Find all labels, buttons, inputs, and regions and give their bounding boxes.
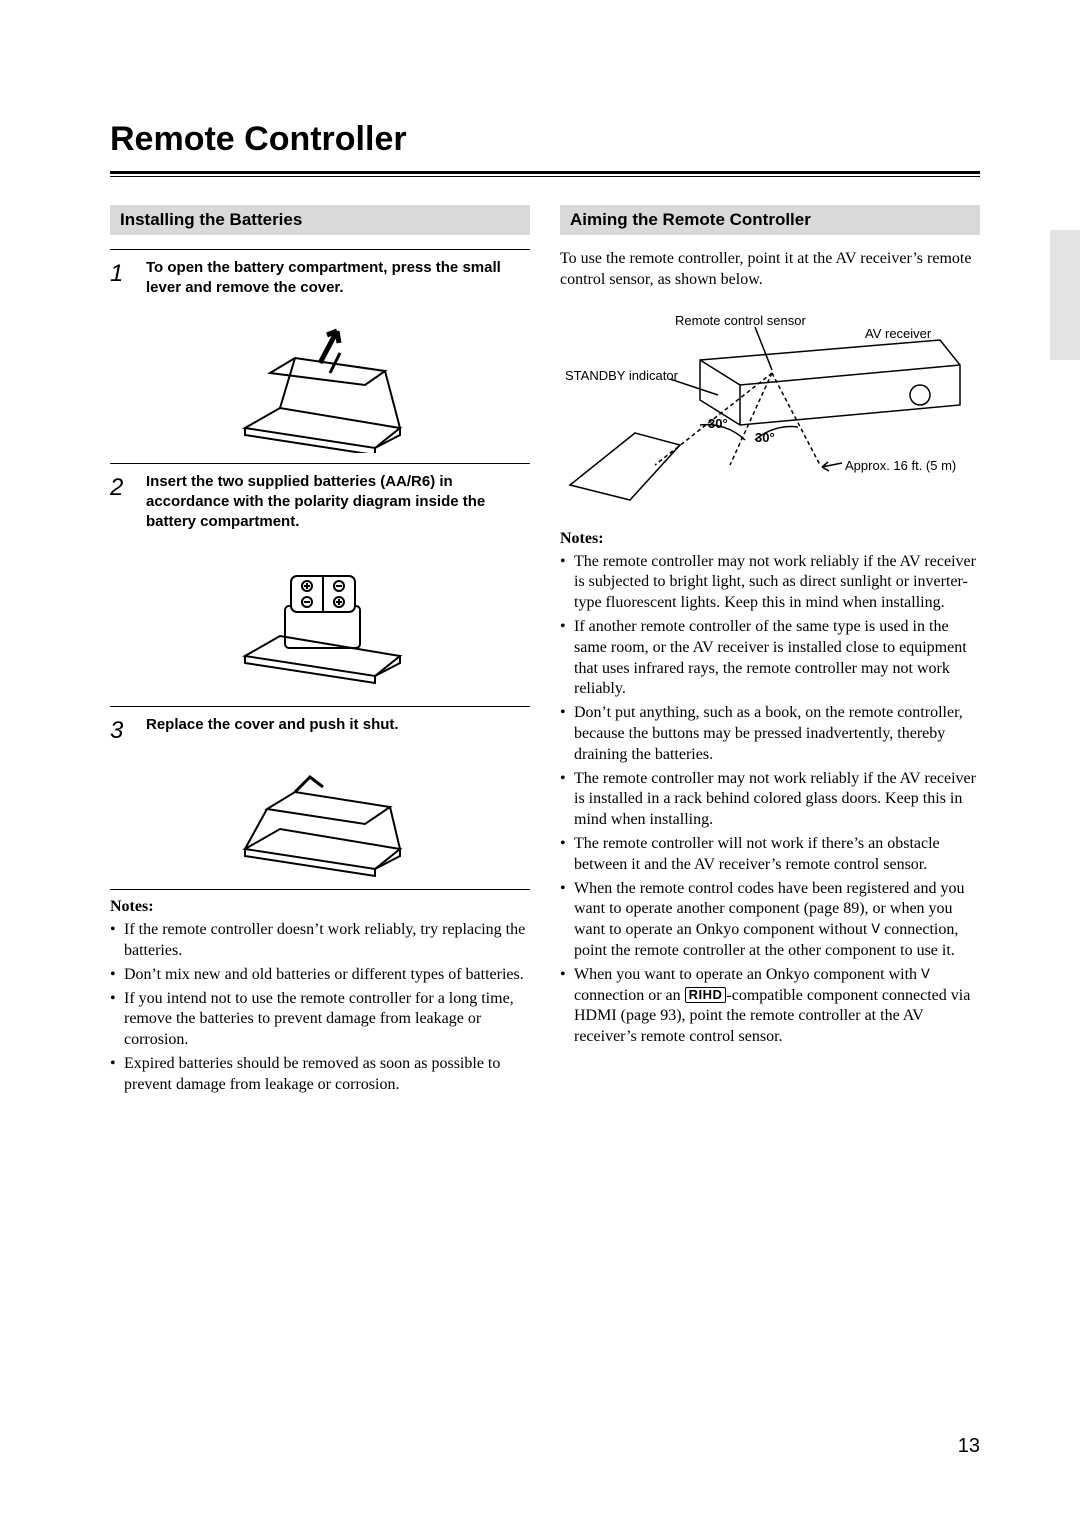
page-number: 13	[958, 1435, 980, 1458]
note-item: Expired batteries should be removed as s…	[110, 1054, 530, 1096]
step-number: 3	[110, 715, 132, 745]
illustration-close-cover	[110, 759, 530, 879]
note-text: When you want to operate an Onkyo compon…	[574, 966, 921, 983]
divider	[110, 249, 530, 250]
step-number: 1	[110, 258, 132, 299]
side-tab	[1050, 230, 1080, 360]
section-heading-aiming: Aiming the Remote Controller	[560, 205, 980, 235]
note-item: The remote controller may not work relia…	[560, 552, 980, 614]
note-text: connection or an	[574, 987, 685, 1004]
title-rule	[110, 171, 980, 177]
step-text: Insert the two supplied batteries (AA/R6…	[146, 472, 530, 533]
step-text: Replace the cover and push it shut.	[146, 715, 530, 745]
notes-heading-right: Notes:	[560, 530, 980, 548]
note-item: The remote controller may not work relia…	[560, 769, 980, 831]
rihd-icon: RIHD	[685, 987, 727, 1003]
section-heading-installing: Installing the Batteries	[110, 205, 530, 235]
divider	[110, 463, 530, 464]
note-item: Don’t put anything, such as a book, on t…	[560, 703, 980, 765]
notes-list-right: The remote controller may not work relia…	[560, 552, 980, 1048]
divider	[110, 706, 530, 707]
aiming-diagram: Remote control sensor AV receiver STANDB…	[560, 305, 980, 508]
ri-icon: Ⅴ	[921, 966, 930, 983]
step-text: To open the battery compartment, press t…	[146, 258, 530, 299]
divider	[110, 889, 530, 890]
page-title: Remote Controller	[110, 120, 980, 165]
diagram-label-receiver: AV receiver	[865, 326, 931, 341]
note-item: If you intend not to use the remote cont…	[110, 989, 530, 1051]
step-number: 2	[110, 472, 132, 533]
note-item: If the remote controller doesn’t work re…	[110, 920, 530, 962]
diagram-distance: Approx. 16 ft. (5 m)	[845, 458, 956, 473]
step-3: 3 Replace the cover and push it shut.	[110, 715, 530, 745]
notes-list-left: If the remote controller doesn’t work re…	[110, 920, 530, 1095]
right-column: Aiming the Remote Controller To use the …	[560, 205, 980, 1099]
step-2: 2 Insert the two supplied batteries (AA/…	[110, 472, 530, 533]
diagram-angle2: 30°	[755, 430, 775, 445]
illustration-open-cover	[110, 313, 530, 453]
note-item: Don’t mix new and old batteries or diffe…	[110, 965, 530, 986]
intro-text: To use the remote controller, point it a…	[560, 249, 980, 291]
note-item: The remote controller will not work if t…	[560, 834, 980, 876]
ri-icon: Ⅴ	[871, 921, 880, 938]
content-columns: Installing the Batteries 1 To open the b…	[110, 205, 980, 1099]
note-item: If another remote controller of the same…	[560, 617, 980, 700]
diagram-label-sensor: Remote control sensor	[675, 313, 806, 328]
step-1: 1 To open the battery compartment, press…	[110, 258, 530, 299]
note-item-ri2: When you want to operate an Onkyo compon…	[560, 965, 980, 1048]
left-column: Installing the Batteries 1 To open the b…	[110, 205, 530, 1099]
diagram-angle1: 30°	[708, 416, 728, 431]
diagram-label-standby: STANDBY indicator	[565, 368, 678, 383]
notes-heading-left: Notes:	[110, 898, 530, 916]
note-item-ri1: When the remote control codes have been …	[560, 879, 980, 962]
illustration-insert-batteries	[110, 546, 530, 696]
